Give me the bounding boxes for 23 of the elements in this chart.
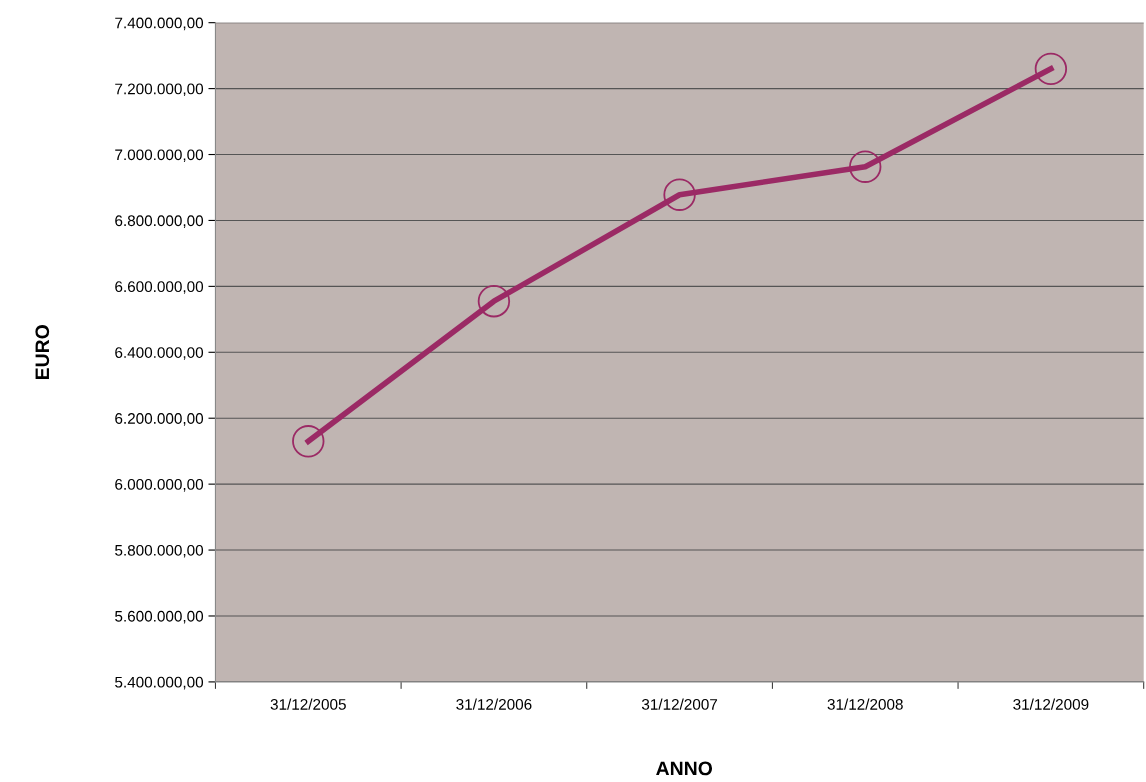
y-tick-label: 5.400.000,00 xyxy=(115,676,204,690)
x-tick-label: 31/12/2009 xyxy=(1013,698,1089,710)
point xyxy=(292,425,325,458)
y-tick-label: 7.400.000,00 xyxy=(115,17,204,31)
y-tick-label: 6.400.000,00 xyxy=(115,347,204,360)
y-tick-label: 5.600.000,00 xyxy=(115,610,204,624)
x-tick-label: 31/12/2005 xyxy=(270,698,346,710)
y-tick-label: 5.800.000,00 xyxy=(115,544,204,558)
point xyxy=(849,150,882,183)
x-tick-label: 31/12/2008 xyxy=(827,698,903,710)
y-tick-label: 6.800.000,00 xyxy=(115,215,204,228)
x-axis-title: ANNO xyxy=(656,761,713,776)
point xyxy=(1034,52,1068,86)
y-tick-label: 6.000.000,00 xyxy=(115,479,204,492)
point xyxy=(477,285,511,318)
x-tick-label: 31/12/2006 xyxy=(456,698,532,710)
y-tick-label: 7.200.000,00 xyxy=(115,83,204,97)
y-tick-label: 6.600.000,00 xyxy=(115,281,204,294)
y-tick-label: 6.200.000,00 xyxy=(115,413,204,426)
point xyxy=(663,178,696,211)
y-tick-label: 7.000.000,00 xyxy=(115,149,204,163)
y-axis-title: EURO xyxy=(35,325,50,380)
x-tick-label: 31/12/2007 xyxy=(641,698,718,710)
